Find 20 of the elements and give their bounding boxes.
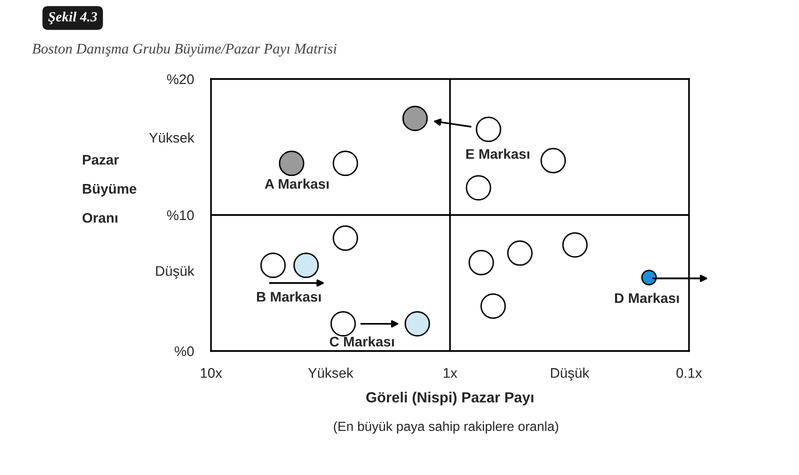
x-tick-label: 10x xyxy=(200,368,222,378)
x-tick-label: Yüksek xyxy=(308,368,354,378)
text: Pazar Büyüme Oranı xyxy=(82,154,136,223)
y-tick-label: Düşük xyxy=(156,266,194,279)
x-tick-label: 1x xyxy=(444,368,458,378)
y-tick-label: Yüksek xyxy=(149,132,194,143)
chart-subtitle: Boston Danışma Grubu Büyüme/Pazar Payı Matrisi xyxy=(32,43,337,57)
text: (En büyük paya sahip rakiplere oranla) xyxy=(334,421,558,434)
annotation: B Markası xyxy=(257,291,321,302)
x-tick-label: Düşük xyxy=(551,368,590,381)
annotation: A Markası xyxy=(264,178,329,189)
y-tick-label: %20 xyxy=(167,74,194,84)
text: Şekil 4.3 xyxy=(48,12,98,24)
annotation: C Markası xyxy=(330,336,394,347)
y-tick-label: %0 xyxy=(174,346,194,356)
x-tick-label: 0.1x xyxy=(676,368,702,378)
y-tick-label: %10 xyxy=(167,210,194,220)
annotation: D Markası xyxy=(615,292,679,304)
annotation: E Markası xyxy=(466,148,530,159)
x-axis-title: Göreli (Nispi) Pazar Payı xyxy=(366,392,534,406)
